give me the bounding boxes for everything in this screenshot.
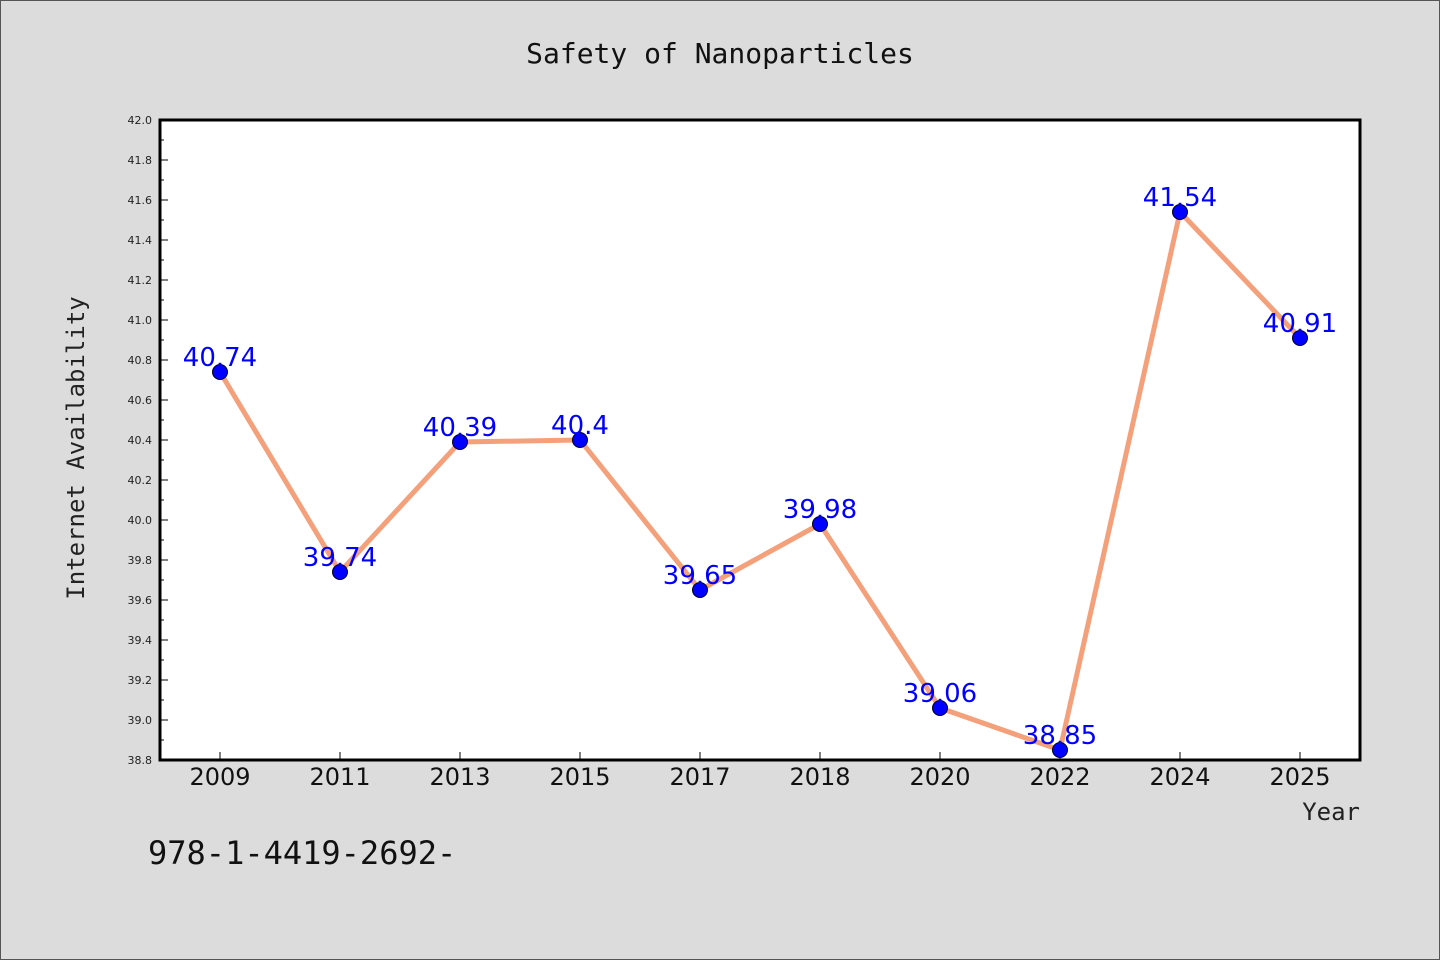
x-tick-label: 2009	[189, 763, 250, 791]
data-point	[212, 364, 228, 380]
series-group: 40.74 39.74 40.39 40.4 39.65 39.98 39.06 38.85 4…	[183, 183, 1337, 758]
data-point	[1292, 330, 1308, 346]
y-axis: 38.8 39.0 39.2 39.4 39.6 39.8 40.0 40.2 40.4 40.6…	[128, 114, 168, 767]
y-tick-label: 38.8	[128, 754, 153, 767]
x-axis-title: Year	[1302, 798, 1360, 826]
x-tick-label: 2025	[1269, 763, 1330, 791]
data-point	[452, 434, 468, 450]
x-tick-label: 2022	[1029, 763, 1090, 791]
plot-area	[158, 118, 1362, 762]
x-axis: 2009 2011 2013 2015 2017 2018 2020 2022 2024 2025	[189, 752, 1331, 791]
data-label: 40.74	[183, 343, 257, 373]
data-label: 39.74	[303, 543, 377, 573]
x-tick-label: 2018	[789, 763, 850, 791]
y-tick-label: 40.8	[128, 354, 153, 367]
y-tick-label: 39.2	[128, 674, 153, 687]
x-tick-label: 2015	[549, 763, 610, 791]
y-tick-label: 40.4	[128, 434, 153, 447]
data-point	[932, 700, 948, 716]
data-label: 40.4	[551, 411, 609, 441]
data-label: 41.54	[1143, 183, 1217, 213]
y-axis-title: Internet Availability	[62, 296, 90, 599]
data-point	[692, 582, 708, 598]
y-tick-label: 41.8	[128, 154, 153, 167]
series-line	[217, 209, 1302, 753]
data-label: 39.98	[783, 495, 857, 525]
y-tick-label: 40.2	[128, 474, 153, 487]
y-tick-label: 39.8	[128, 554, 153, 567]
data-point	[332, 564, 348, 580]
y-tick-label: 42.0	[128, 114, 153, 127]
data-label: 39.65	[663, 561, 737, 591]
x-tick-label: 2024	[1149, 763, 1210, 791]
y-tick-label: 39.6	[128, 594, 153, 607]
data-point	[1172, 204, 1188, 220]
data-label: 38.85	[1023, 721, 1097, 751]
data-point	[572, 432, 588, 448]
x-tick-label: 2013	[429, 763, 490, 791]
footer-code: 978-1-4419-2692-	[148, 834, 456, 872]
data-point	[1052, 742, 1068, 758]
y-tick-label: 41.2	[128, 274, 153, 287]
y-tick-label: 41.4	[128, 234, 153, 247]
x-tick-label: 2020	[909, 763, 970, 791]
x-tick-label: 2017	[669, 763, 730, 791]
data-label: 39.06	[903, 679, 977, 709]
x-tick-label: 2011	[309, 763, 370, 791]
chart-title: Safety of Nanoparticles	[526, 37, 914, 70]
y-tick-label: 40.6	[128, 394, 153, 407]
data-label: 40.39	[423, 413, 497, 443]
y-tick-label: 41.6	[128, 194, 153, 207]
y-tick-label: 39.4	[128, 634, 153, 647]
y-tick-label: 39.0	[128, 714, 153, 727]
data-label: 40.91	[1263, 309, 1337, 339]
y-tick-label: 40.0	[128, 514, 153, 527]
data-point	[812, 516, 828, 532]
y-tick-label: 41.0	[128, 314, 153, 327]
